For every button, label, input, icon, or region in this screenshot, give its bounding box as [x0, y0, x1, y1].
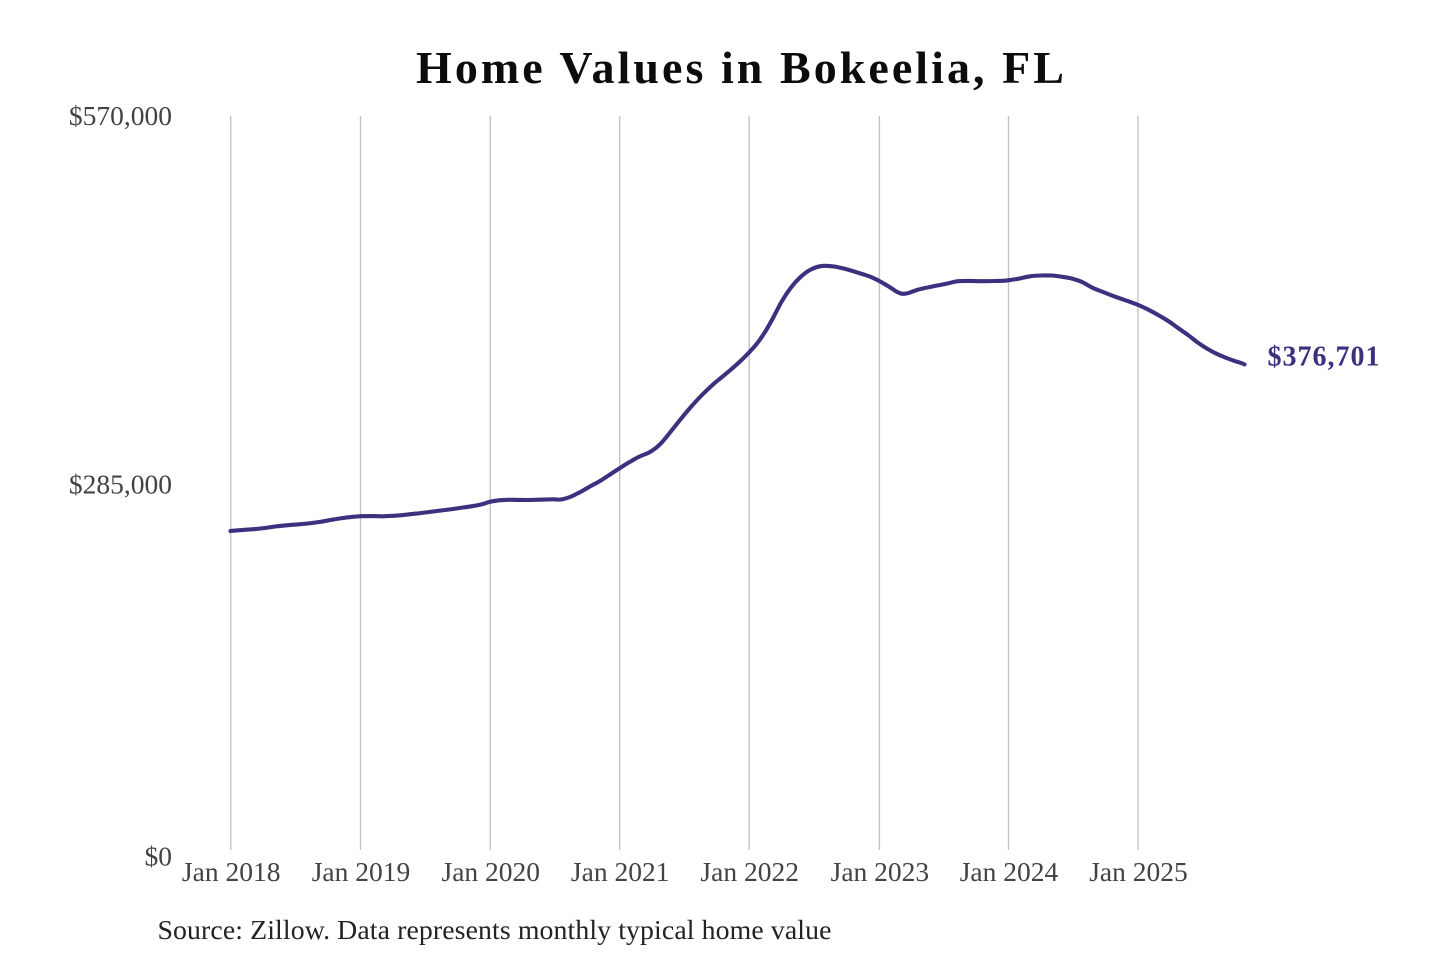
svg-text:Jan 2023: Jan 2023 [831, 856, 930, 887]
svg-text:$0: $0 [145, 841, 173, 872]
svg-text:Jan 2025: Jan 2025 [1089, 856, 1188, 887]
svg-text:Jan 2018: Jan 2018 [182, 856, 281, 887]
svg-text:$570,000: $570,000 [69, 100, 172, 131]
svg-text:Source: Zillow. Data represent: Source: Zillow. Data represents monthly … [158, 915, 832, 946]
svg-text:Jan 2021: Jan 2021 [571, 856, 670, 887]
svg-text:$285,000: $285,000 [69, 469, 172, 500]
svg-text:Jan 2024: Jan 2024 [960, 856, 1059, 887]
svg-text:Home Values in Bokeelia, FL: Home Values in Bokeelia, FL [416, 42, 1067, 93]
svg-text:Jan 2019: Jan 2019 [312, 856, 411, 887]
svg-text:Jan 2020: Jan 2020 [442, 856, 541, 887]
svg-text:$376,701: $376,701 [1268, 342, 1381, 373]
svg-text:Jan 2022: Jan 2022 [700, 856, 799, 887]
